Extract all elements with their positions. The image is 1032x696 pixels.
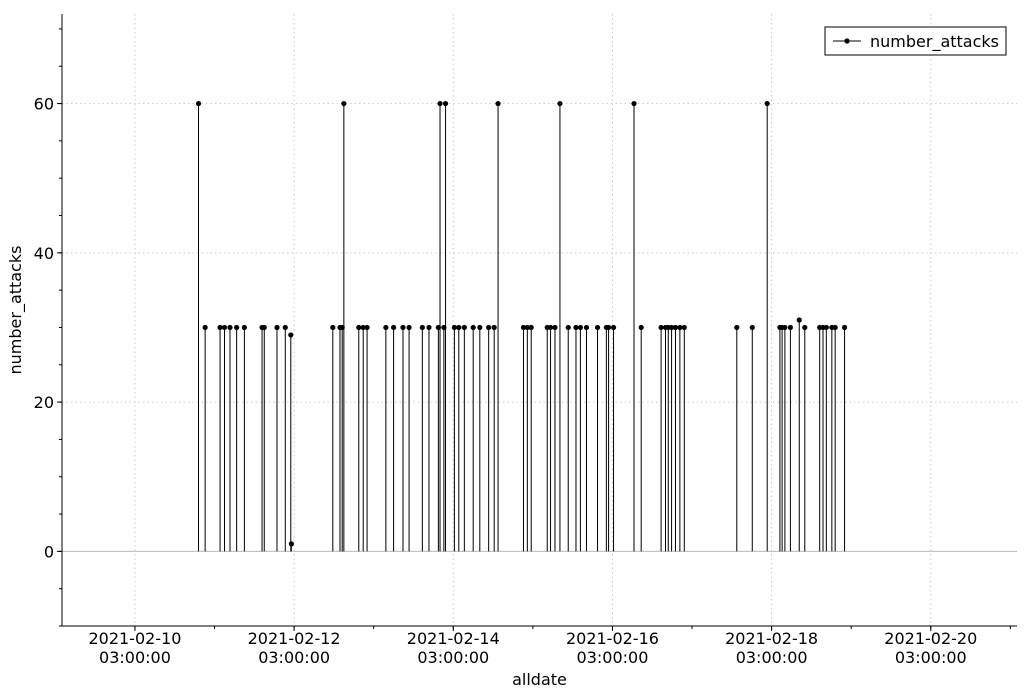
stem-marker — [356, 324, 362, 331]
stem-marker — [764, 100, 770, 107]
stem-marker — [261, 324, 267, 331]
stem-marker — [406, 324, 412, 331]
stem-marker — [288, 541, 294, 547]
stem-marker — [419, 324, 425, 331]
stem-marker — [360, 324, 366, 331]
x-tick-label-date: 2021-02-10 — [88, 629, 181, 648]
stem-marker — [383, 324, 389, 331]
x-tick-label-time: 03:00:00 — [417, 648, 489, 667]
x-tick-label-time: 03:00:00 — [99, 648, 171, 667]
stem-marker — [573, 324, 579, 331]
x-tick-label-time: 03:00:00 — [577, 648, 649, 667]
y-tick-label: 40 — [34, 244, 54, 263]
stem-marker — [486, 324, 492, 331]
stem-marker — [638, 324, 644, 331]
y-axis-label: number_attacks — [6, 246, 26, 375]
stem-marker — [782, 324, 788, 331]
x-axis-label: alldate — [512, 670, 567, 689]
stem-marker — [195, 100, 202, 107]
stem-series — [195, 100, 848, 552]
stem-marker — [456, 324, 462, 331]
stem-marker — [528, 324, 534, 331]
stem-marker — [594, 324, 601, 331]
stem-marker — [227, 324, 233, 331]
stem-marker — [823, 324, 829, 331]
y-tick-label: 60 — [34, 95, 54, 114]
stem-marker — [288, 332, 294, 338]
stem-marker — [631, 100, 637, 107]
stem-marker — [668, 324, 675, 331]
stem-marker — [520, 324, 527, 331]
x-tick-label-date: 2021-02-18 — [725, 629, 818, 648]
stem-marker — [390, 324, 397, 331]
stem-marker — [557, 100, 563, 107]
stem-marker — [605, 324, 612, 331]
stem-marker — [202, 324, 208, 331]
x-tick-label-time: 03:00:00 — [895, 648, 967, 667]
stem-marker — [491, 324, 497, 331]
stem-marker — [841, 324, 848, 331]
x-tick-label-time: 03:00:00 — [258, 648, 330, 667]
stem-marker — [274, 324, 280, 331]
stem-marker — [583, 324, 590, 331]
x-tick-label-date: 2021-02-16 — [566, 629, 659, 648]
x-tick-label-date: 2021-02-20 — [884, 629, 977, 648]
x-tick-label-date: 2021-02-14 — [407, 629, 500, 648]
stem-marker — [610, 324, 617, 331]
y-tick-label: 20 — [34, 393, 54, 412]
x-tick-label-date: 2021-02-12 — [248, 629, 341, 648]
legend-entry-label: number_attacks — [870, 32, 999, 52]
legend-marker-dot — [844, 38, 850, 44]
stem-marker — [796, 317, 802, 323]
stem-marker — [364, 324, 370, 331]
stem-marker — [832, 324, 838, 331]
stem-marker — [442, 100, 449, 107]
stem-marker — [426, 324, 432, 331]
stem-marker — [437, 100, 443, 107]
stem-marker — [787, 324, 794, 331]
stem-marker — [470, 324, 476, 331]
stem-marker — [234, 324, 240, 331]
stem-marker — [577, 324, 583, 331]
stem-marker — [547, 324, 554, 331]
stem-marker — [341, 100, 347, 107]
x-tick-label-time: 03:00:00 — [736, 648, 808, 667]
legend: number_attacks — [824, 26, 1007, 56]
stem-marker — [330, 324, 336, 331]
stem-marker — [658, 324, 664, 331]
x-axis-ticks: 2021-02-1003:00:002021-02-1203:00:002021… — [88, 626, 1011, 667]
y-tick-label: 0 — [44, 542, 54, 561]
stem-marker — [734, 324, 740, 331]
stem-marker — [221, 324, 228, 331]
stem-marker — [282, 324, 288, 331]
stem-marker — [565, 324, 571, 331]
stem-marker — [672, 324, 679, 331]
stem-marker — [217, 324, 223, 331]
stem-marker — [451, 324, 457, 331]
stem-marker — [681, 324, 687, 331]
stem-marker — [552, 324, 558, 331]
stem-marker — [677, 324, 683, 331]
stem-marker — [495, 100, 501, 107]
stem-marker — [802, 324, 808, 331]
stem-marker — [400, 324, 406, 331]
y-axis-ticks: 0 20 40 60 — [34, 28, 62, 627]
stem-marker — [749, 324, 755, 331]
stem-marker — [524, 324, 530, 331]
stem-marker — [477, 324, 483, 331]
stem-marker — [461, 324, 467, 331]
stem-marker — [241, 324, 247, 331]
